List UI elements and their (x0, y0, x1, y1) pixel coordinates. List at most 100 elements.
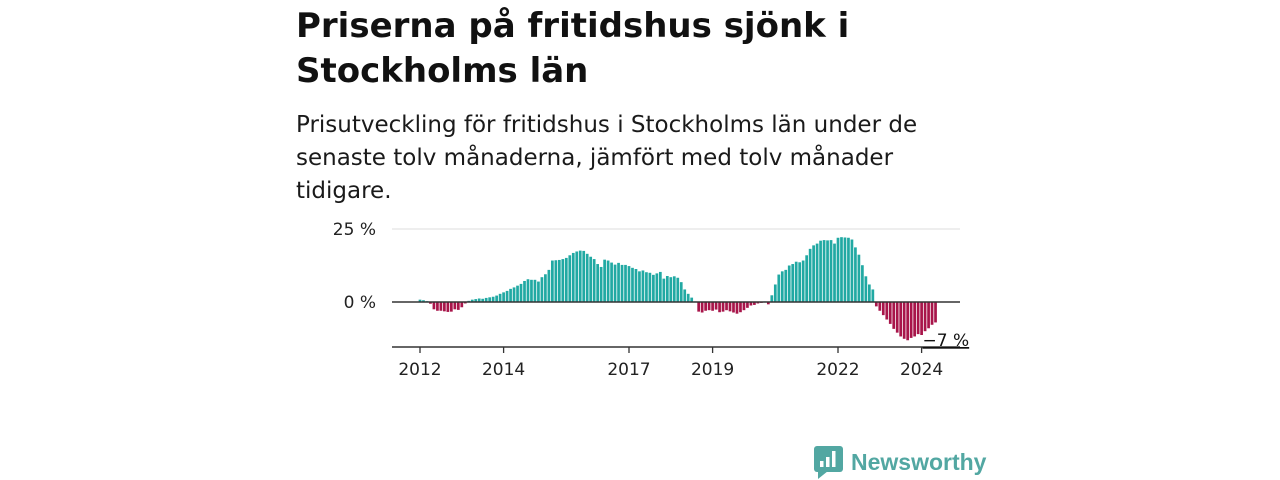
bar (589, 256, 593, 302)
bar (690, 297, 694, 302)
bar (874, 302, 878, 307)
newsworthy-logo: Newsworthy (814, 446, 986, 479)
bar (645, 272, 648, 302)
bar (526, 279, 530, 302)
bar (707, 302, 711, 311)
bar (808, 248, 812, 302)
bar (460, 302, 464, 308)
bar (446, 302, 450, 312)
page-title: Priserna på fritidshus sjönk i Stockholm… (296, 6, 850, 91)
bar (906, 302, 910, 341)
bar (449, 302, 453, 312)
bar (826, 240, 829, 302)
bar (704, 302, 707, 311)
bar (895, 302, 899, 333)
bar (669, 277, 673, 302)
bar (753, 302, 756, 305)
bar (913, 302, 916, 337)
bar (867, 284, 871, 302)
bar (881, 302, 885, 316)
bar (655, 273, 659, 302)
bar (641, 270, 645, 302)
bar (923, 302, 927, 332)
bar (920, 302, 923, 335)
bar (571, 252, 575, 302)
bar (791, 264, 795, 302)
bar (596, 264, 600, 302)
bar (575, 251, 579, 302)
bar (627, 266, 631, 302)
bar (606, 260, 610, 302)
bar (564, 257, 568, 302)
bar (477, 298, 481, 302)
bar (470, 299, 474, 302)
bar (773, 284, 777, 302)
bar (568, 255, 572, 302)
bar (833, 243, 836, 302)
bar (742, 302, 746, 311)
bar (523, 280, 526, 302)
bar (652, 274, 655, 302)
bar (930, 302, 934, 325)
bar (578, 250, 582, 302)
bar (819, 240, 822, 302)
bar (700, 302, 704, 313)
bar (676, 277, 680, 302)
bar (850, 239, 854, 302)
bar (766, 302, 770, 305)
bar (822, 240, 826, 302)
bar (547, 269, 551, 302)
bar (861, 265, 864, 302)
bar (620, 264, 624, 302)
bar (892, 302, 896, 329)
bar (801, 260, 805, 302)
bar (847, 237, 850, 302)
bar (418, 299, 422, 302)
bar-chart: 0 % 25 % 2012 2014 2017 2019 2022 2024 −7 % (333, 220, 970, 380)
bar (540, 277, 544, 302)
bar (871, 289, 875, 302)
page-subtitle: Prisutveckling för fritidshus i Stockhol… (296, 112, 918, 204)
bar (721, 302, 725, 312)
bar (815, 243, 819, 302)
bar (725, 302, 728, 311)
bar (683, 289, 687, 302)
bar (648, 272, 652, 302)
bar (557, 259, 561, 302)
bar (453, 302, 457, 310)
bar (474, 299, 478, 302)
bar (662, 278, 666, 302)
bar (509, 288, 512, 302)
bar (456, 302, 460, 310)
last-value-annotation: −7 % (923, 331, 970, 351)
bar (885, 302, 889, 320)
bar (794, 261, 798, 302)
bar (624, 264, 627, 302)
x-tick-label: 2024 (900, 360, 943, 380)
bar (617, 262, 620, 302)
bar (770, 295, 774, 302)
x-tick-label: 2022 (816, 360, 859, 380)
y-tick-label: 25 % (333, 220, 376, 240)
bar (554, 260, 558, 302)
bar (805, 255, 809, 302)
bar (798, 262, 802, 302)
bar (697, 302, 701, 312)
bar (502, 292, 505, 302)
bar (780, 271, 784, 302)
bar (711, 302, 714, 311)
bar (934, 302, 937, 323)
bar (443, 302, 446, 312)
bar (854, 247, 857, 302)
bar (812, 245, 815, 302)
bar (916, 302, 920, 335)
bar (888, 302, 892, 324)
x-tick-label: 2014 (482, 360, 525, 380)
bar (784, 269, 788, 302)
bar (505, 290, 509, 302)
bar (544, 274, 547, 302)
bar (679, 282, 683, 302)
bar (829, 240, 833, 302)
bar (749, 302, 753, 306)
bar (927, 302, 930, 329)
